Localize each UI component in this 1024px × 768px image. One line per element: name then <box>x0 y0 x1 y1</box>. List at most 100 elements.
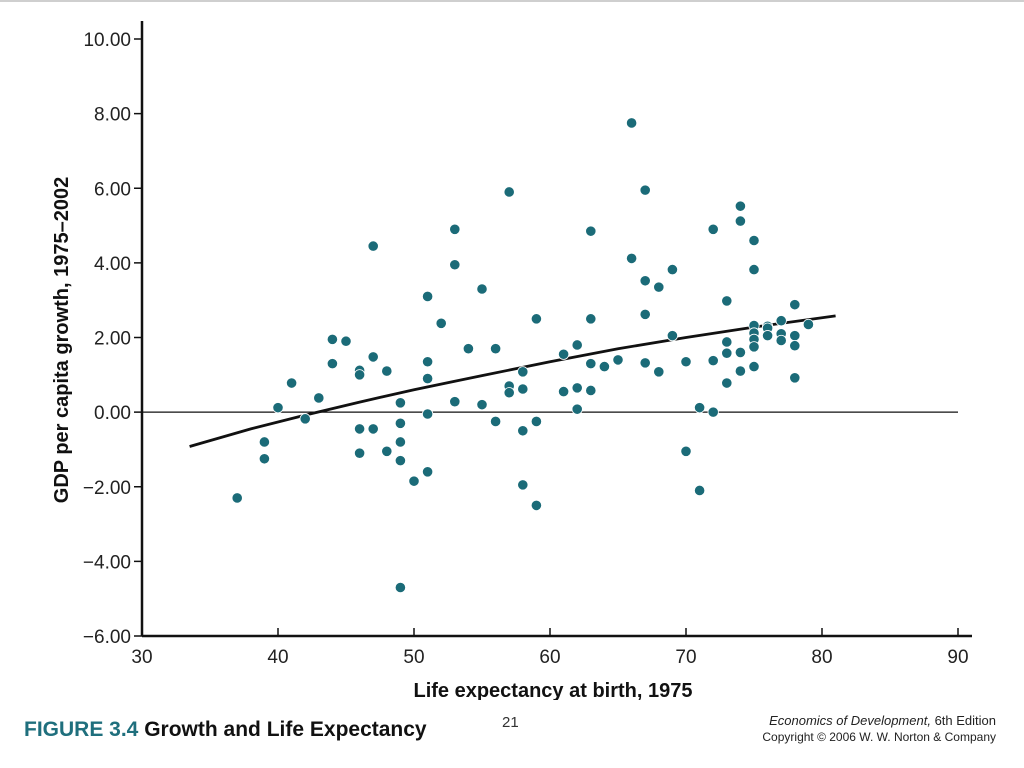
data-point <box>449 223 461 235</box>
data-point <box>530 313 543 325</box>
data-point <box>585 313 597 325</box>
trend-curve <box>189 314 836 448</box>
x-tick-label: 50 <box>403 647 424 668</box>
data-point <box>408 475 420 487</box>
y-tick-label: 4.00 <box>94 254 131 275</box>
data-point <box>449 396 461 408</box>
data-point <box>367 351 379 363</box>
data-point <box>381 445 393 457</box>
data-point <box>721 347 733 359</box>
data-point <box>748 263 760 276</box>
data-point <box>789 372 801 384</box>
data-point <box>707 355 719 367</box>
data-point <box>517 366 529 378</box>
data-point <box>258 436 270 448</box>
data-point <box>789 299 801 311</box>
x-axis-title: Life expectancy at birth, 1975 <box>413 680 692 700</box>
data-point <box>462 343 474 355</box>
data-point <box>693 402 706 414</box>
y-tick-label: 2.00 <box>94 329 131 350</box>
x-tick-label: 80 <box>811 647 832 668</box>
data-point <box>394 455 406 467</box>
data-point <box>557 348 570 360</box>
y-tick-label: −4.00 <box>83 552 131 573</box>
data-point <box>748 341 760 353</box>
data-point <box>367 240 379 252</box>
data-point <box>585 384 597 397</box>
data-point <box>394 417 406 429</box>
data-point <box>557 386 570 398</box>
data-point <box>571 403 583 415</box>
data-point <box>639 357 651 369</box>
data-point <box>530 415 543 428</box>
data-point <box>639 275 651 287</box>
data-point <box>517 479 529 491</box>
data-point <box>299 413 311 425</box>
data-point <box>761 330 774 342</box>
data-point <box>421 290 434 303</box>
book-title: Economics of Development, <box>769 713 931 728</box>
data-point <box>653 281 665 293</box>
data-point <box>517 383 529 395</box>
data-point <box>381 365 393 377</box>
data-point <box>571 382 583 394</box>
data-point <box>721 295 733 307</box>
data-point <box>748 234 760 247</box>
data-point <box>421 408 434 420</box>
page-number: 21 <box>502 714 519 731</box>
data-point <box>734 365 747 377</box>
data-point <box>421 466 434 478</box>
x-axis-ticks: 30 40 50 60 70 80 90 <box>131 628 969 668</box>
data-point <box>421 372 434 385</box>
data-point <box>680 445 692 457</box>
data-point <box>476 399 488 411</box>
data-point <box>666 263 679 276</box>
figure-title: Growth and Life Expectancy <box>144 718 427 741</box>
data-point <box>789 340 801 352</box>
data-point <box>394 581 406 594</box>
data-point <box>598 361 611 373</box>
data-point <box>721 336 733 348</box>
data-point <box>503 186 515 198</box>
data-point <box>340 335 352 347</box>
data-point <box>394 397 406 409</box>
data-point <box>489 343 502 355</box>
data-point <box>585 358 597 370</box>
figure-caption: FIGURE 3.4 Growth and Life Expectancy <box>24 718 427 742</box>
data-point <box>802 318 815 331</box>
data-point <box>625 252 638 264</box>
data-point <box>666 330 679 342</box>
y-tick-label: 6.00 <box>94 179 131 200</box>
data-point <box>489 415 502 428</box>
y-tick-label: −2.00 <box>83 478 131 499</box>
x-tick-label: 60 <box>539 647 560 668</box>
data-point <box>721 377 733 389</box>
scatter-chart: −6.00 −4.00 −2.00 0.00 2.00 4.00 6.00 8.00 10.00… <box>51 21 972 700</box>
data-point <box>693 484 706 497</box>
data-point <box>503 387 515 399</box>
x-tick-label: 90 <box>947 647 968 668</box>
data-point <box>435 317 447 329</box>
data-point <box>571 339 583 351</box>
y-axis-ticks: −6.00 −4.00 −2.00 0.00 2.00 4.00 6.00 8.00 10.00 <box>83 30 142 648</box>
data-point <box>585 225 597 237</box>
data-point <box>353 369 366 381</box>
data-point <box>231 492 243 504</box>
data-point <box>734 346 747 359</box>
book-edition: 6th Edition <box>930 713 996 728</box>
data-point <box>530 499 543 512</box>
data-point <box>707 406 719 418</box>
y-axis-title: GDP per capita growth, 1975–2002 <box>51 177 73 503</box>
data-point <box>258 453 270 465</box>
copyright-notice: Copyright © 2006 W. W. Norton & Company <box>762 730 996 744</box>
data-point <box>326 333 338 345</box>
data-point <box>653 366 665 378</box>
y-tick-label: 10.00 <box>83 30 131 51</box>
data-point <box>612 354 624 366</box>
data-point <box>517 425 529 437</box>
data-point <box>639 308 651 320</box>
data-point <box>367 423 379 435</box>
data-point <box>734 215 747 227</box>
data-point <box>285 377 298 389</box>
data-point <box>353 423 366 435</box>
